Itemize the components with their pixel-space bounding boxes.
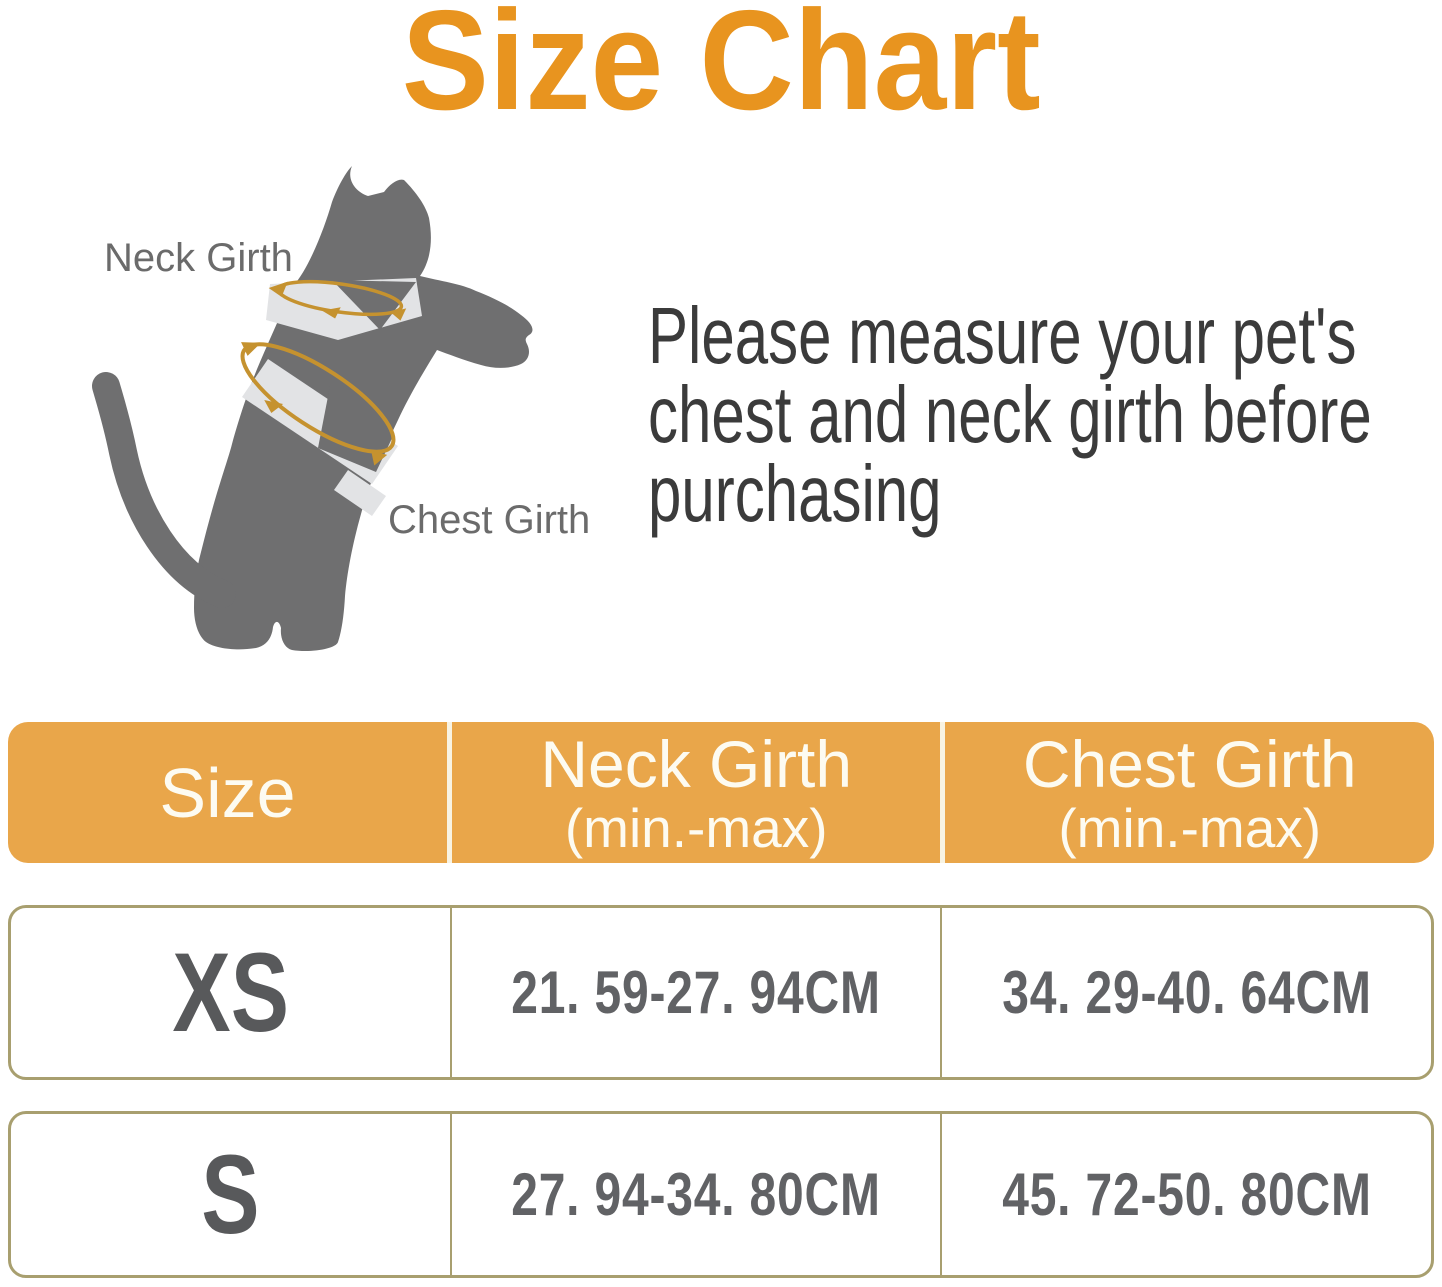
cat-silhouette-illustration	[92, 166, 533, 652]
header-size-label: Size	[159, 753, 296, 832]
cell-size: XS	[11, 908, 450, 1077]
cell-chest-girth: 45. 72-50. 80CM	[940, 1114, 1431, 1275]
header-chest-girth-sub: (min.-max)	[1058, 796, 1322, 859]
neck-girth-label: Neck Girth	[104, 236, 293, 280]
neck-measure-arrow	[268, 279, 407, 321]
measure-note-line: purchasing	[648, 449, 942, 538]
header-neck-girth-label: Neck Girth	[540, 726, 853, 801]
header-chest-girth: Chest Girth (min.-max)	[940, 722, 1434, 863]
measure-note: Please measure your pet's chest and neck…	[648, 291, 1442, 538]
header-chest-girth-label: Chest Girth	[1022, 726, 1357, 801]
cat-body-silhouette	[194, 166, 533, 652]
cell-neck-girth: 27. 94-34. 80CM	[449, 1114, 941, 1275]
neck-girth-value: 21. 59-27. 94CM	[511, 958, 881, 1026]
cell-chest-girth: 34. 29-40. 64CM	[940, 908, 1431, 1077]
chest-girth-value: 34. 29-40. 64CM	[1001, 958, 1372, 1026]
page-title-text: Size Chart	[401, 0, 1041, 140]
header-neck-girth: Neck Girth (min.-max)	[446, 722, 941, 863]
neck-girth-value: 27. 94-34. 80CM	[511, 1160, 881, 1228]
cat-chin-overlap	[332, 280, 416, 330]
table-row: XS 21. 59-27. 94CM 34. 29-40. 64CM	[8, 905, 1434, 1080]
cat-measurement-diagram	[80, 150, 640, 720]
header-neck-girth-sub: (min.-max)	[564, 796, 828, 859]
measure-note-line: chest and neck girth before	[648, 370, 1372, 459]
page-title: Size Chart	[0, 0, 1442, 136]
harness-buckle	[334, 470, 386, 516]
cell-neck-girth: 21. 59-27. 94CM	[449, 908, 941, 1077]
cat-tail	[92, 372, 236, 608]
measure-note-line: Please measure your pet's	[648, 291, 1357, 380]
chest-girth-label: Chest Girth	[388, 498, 591, 542]
table-header-row: Size Neck Girth (min.-max) Chest Girth (…	[8, 722, 1434, 863]
cell-size: S	[11, 1114, 450, 1275]
size-value: XS	[172, 929, 289, 1055]
chest-measure-arrow	[240, 342, 396, 466]
table-row: S 27. 94-34. 80CM 45. 72-50. 80CM	[8, 1111, 1434, 1278]
size-value: S	[201, 1131, 260, 1257]
chest-girth-value: 45. 72-50. 80CM	[1001, 1160, 1372, 1228]
header-size: Size	[8, 722, 447, 863]
